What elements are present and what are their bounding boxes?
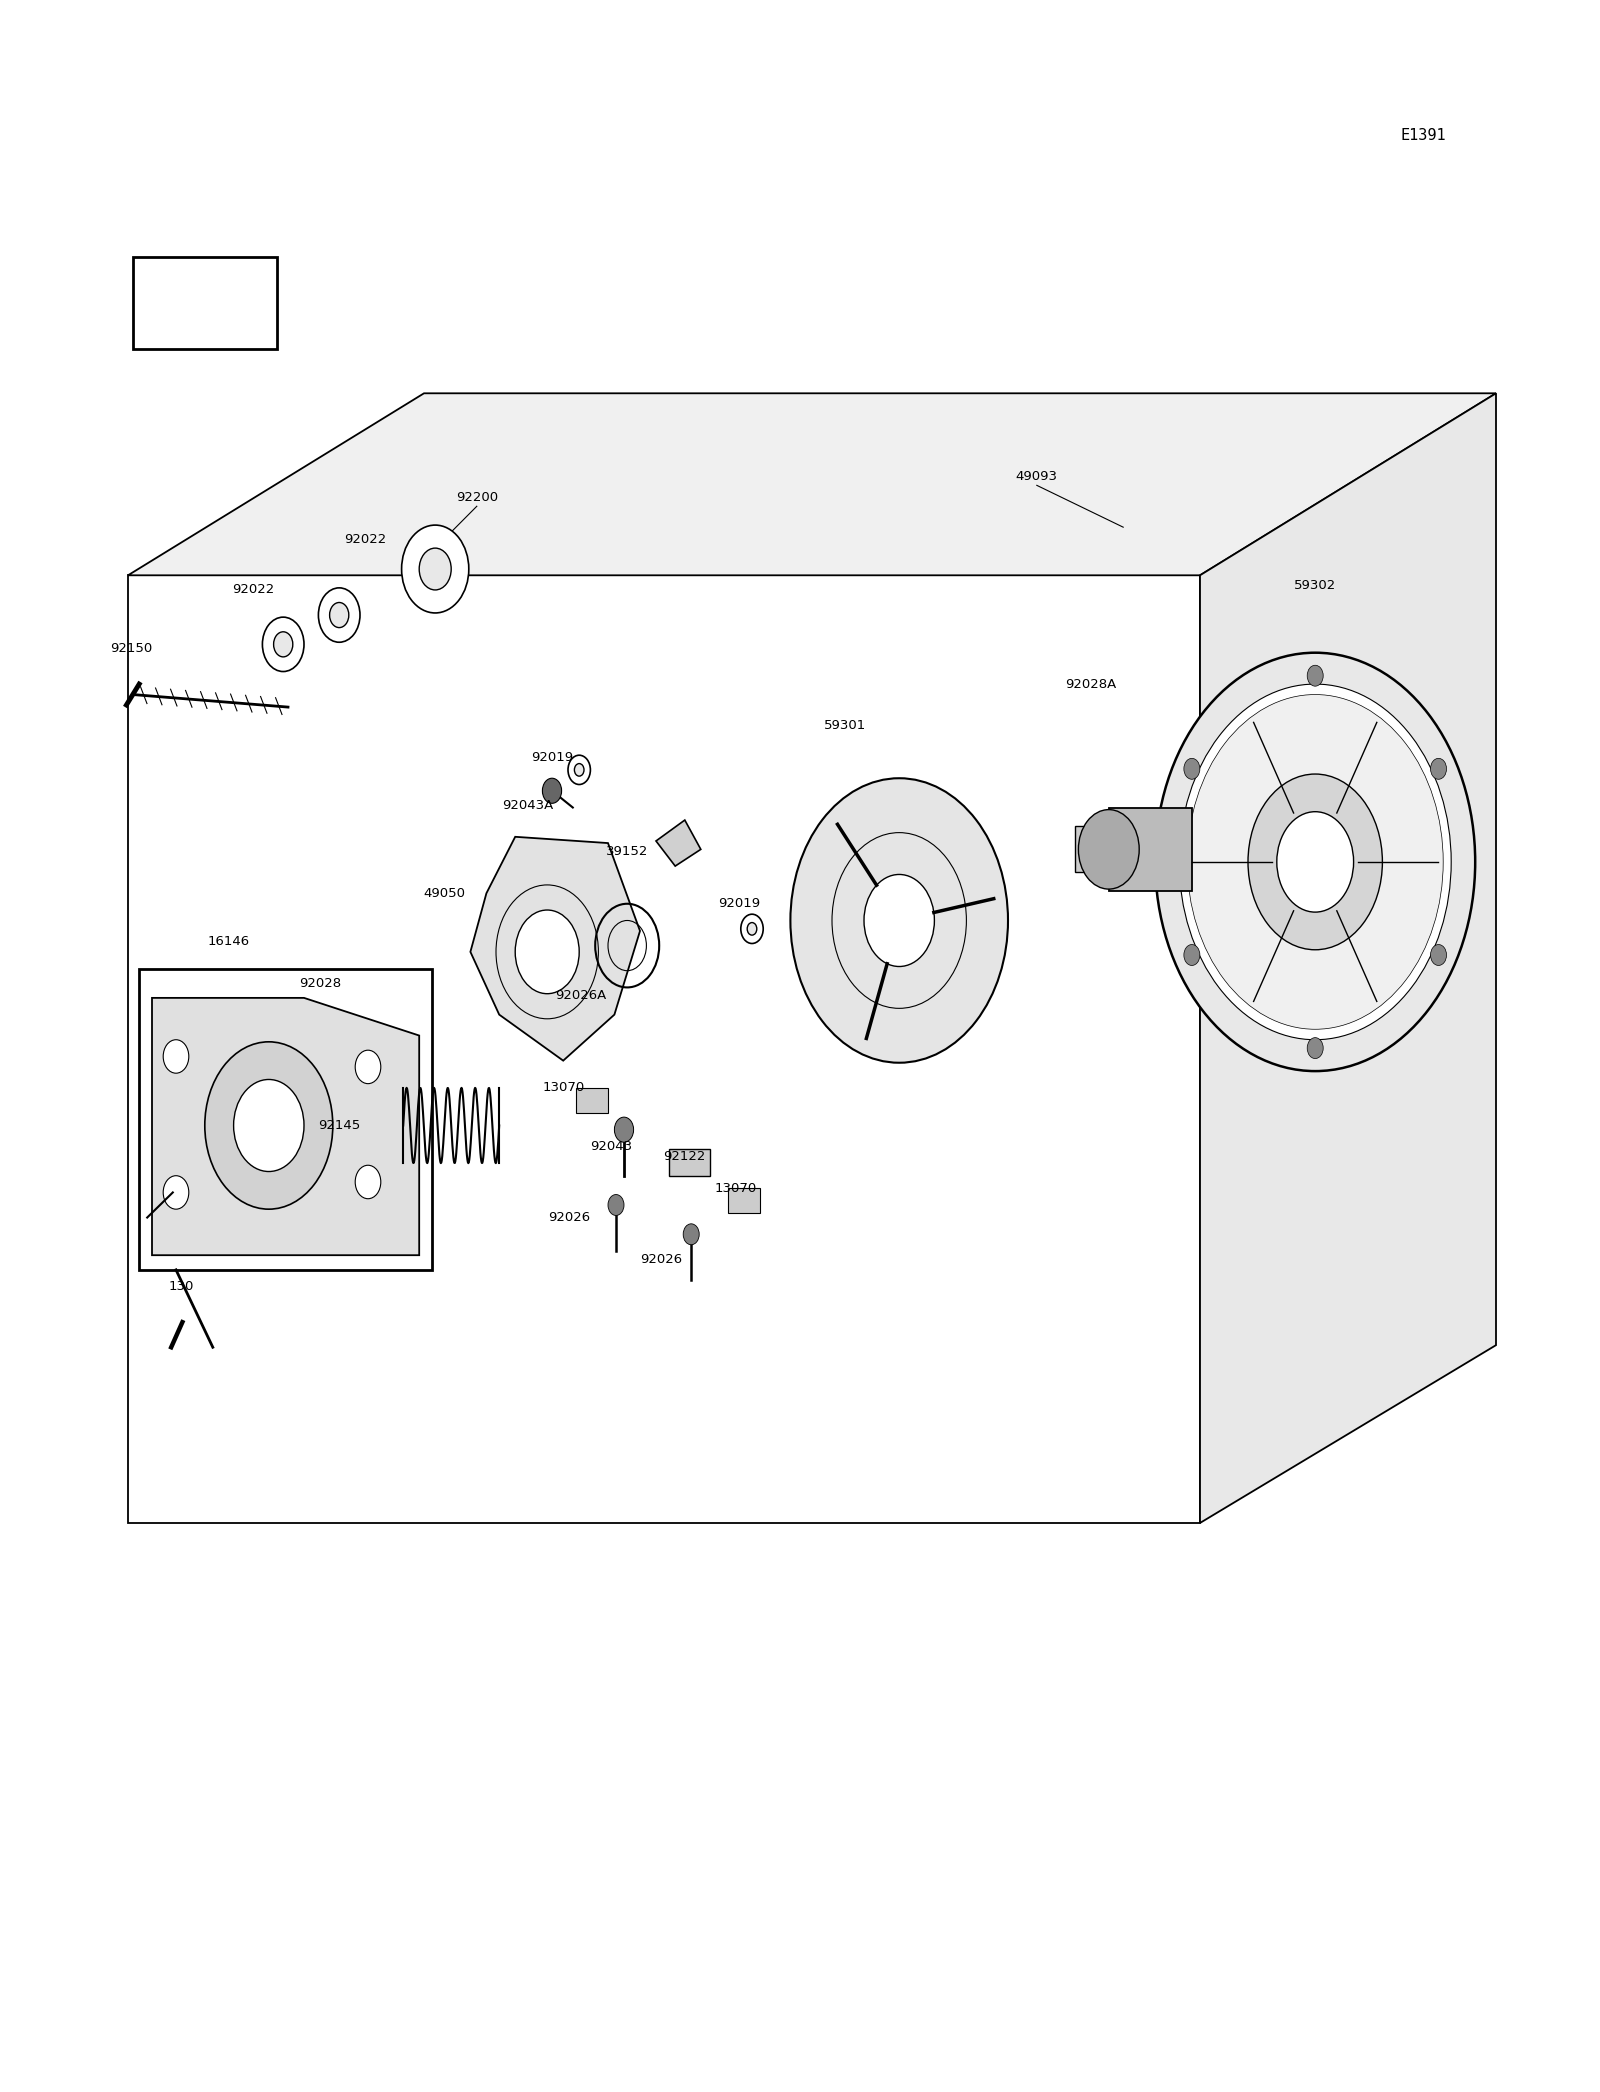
Circle shape xyxy=(355,1050,381,1084)
Circle shape xyxy=(608,1195,624,1215)
Circle shape xyxy=(1307,1038,1323,1059)
Circle shape xyxy=(419,548,451,590)
Circle shape xyxy=(1248,774,1382,950)
Circle shape xyxy=(542,778,562,803)
Text: E1391: E1391 xyxy=(1400,128,1446,144)
Bar xyxy=(1075,826,1312,872)
Circle shape xyxy=(1184,759,1200,780)
Circle shape xyxy=(330,602,349,628)
Polygon shape xyxy=(1200,393,1496,1523)
Circle shape xyxy=(515,910,579,994)
Text: 92026: 92026 xyxy=(640,1253,682,1266)
Circle shape xyxy=(614,1117,634,1142)
Circle shape xyxy=(1430,759,1446,780)
Circle shape xyxy=(1155,653,1475,1071)
Text: 92022: 92022 xyxy=(344,533,386,546)
Circle shape xyxy=(1277,812,1354,912)
Text: 92122: 92122 xyxy=(664,1151,706,1163)
Text: 92022: 92022 xyxy=(232,584,274,596)
Bar xyxy=(133,257,277,349)
Circle shape xyxy=(205,1042,333,1209)
Polygon shape xyxy=(128,575,1200,1523)
Circle shape xyxy=(262,617,304,672)
Text: 130: 130 xyxy=(168,1280,194,1293)
Text: 39152: 39152 xyxy=(606,845,648,858)
Text: 13070: 13070 xyxy=(542,1082,584,1094)
Text: 49050: 49050 xyxy=(424,887,466,900)
Circle shape xyxy=(1307,665,1323,686)
Text: 92028A: 92028A xyxy=(1066,678,1117,690)
Text: 13070: 13070 xyxy=(715,1182,757,1195)
Text: 92043A: 92043A xyxy=(502,799,554,812)
Circle shape xyxy=(1430,946,1446,967)
Bar xyxy=(728,1188,760,1213)
Polygon shape xyxy=(470,837,640,1061)
Circle shape xyxy=(1184,946,1200,967)
Text: FRONT: FRONT xyxy=(205,297,256,310)
Polygon shape xyxy=(128,393,1496,575)
Text: 92026: 92026 xyxy=(549,1211,590,1224)
Circle shape xyxy=(234,1079,304,1172)
Text: 92019: 92019 xyxy=(531,751,573,764)
Text: 92019: 92019 xyxy=(718,897,760,910)
Circle shape xyxy=(402,525,469,613)
Polygon shape xyxy=(152,998,419,1255)
Circle shape xyxy=(163,1040,189,1073)
Circle shape xyxy=(790,778,1008,1063)
Bar xyxy=(669,1149,710,1176)
Circle shape xyxy=(1078,810,1139,889)
Polygon shape xyxy=(139,969,432,1270)
Circle shape xyxy=(683,1224,699,1245)
Circle shape xyxy=(747,923,757,935)
Circle shape xyxy=(318,588,360,642)
Text: 59302: 59302 xyxy=(1294,579,1336,592)
Text: 92028: 92028 xyxy=(299,977,341,990)
Circle shape xyxy=(568,755,590,784)
Text: 49093: 49093 xyxy=(1016,471,1058,483)
Circle shape xyxy=(274,632,293,657)
Text: 92150: 92150 xyxy=(110,642,152,655)
Text: 92043: 92043 xyxy=(590,1140,632,1153)
Text: 16146: 16146 xyxy=(208,935,250,948)
Circle shape xyxy=(1179,684,1451,1040)
Text: 92026A: 92026A xyxy=(555,990,606,1002)
Circle shape xyxy=(741,914,763,943)
Bar xyxy=(1109,808,1192,891)
Circle shape xyxy=(864,874,934,967)
Text: 59301: 59301 xyxy=(824,720,866,732)
Bar xyxy=(576,1088,608,1113)
Polygon shape xyxy=(656,820,701,866)
Circle shape xyxy=(355,1165,381,1199)
Circle shape xyxy=(574,764,584,776)
Circle shape xyxy=(1187,695,1443,1029)
Text: 92145: 92145 xyxy=(318,1119,360,1132)
Circle shape xyxy=(163,1176,189,1209)
Text: 92200: 92200 xyxy=(456,492,498,504)
